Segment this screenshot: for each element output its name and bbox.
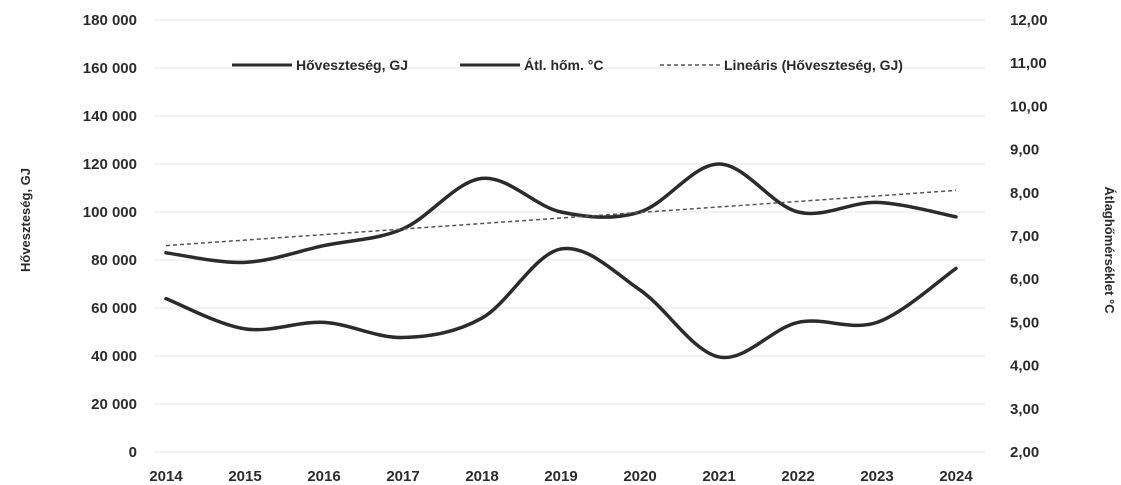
gridlines [155, 19, 985, 453]
series-line-trend [165, 189, 957, 247]
y2-tick-label: 7,00 [1010, 228, 1039, 245]
legend-label-trend: Lineáris (Hőveszteség, GJ) [724, 57, 903, 73]
x-tick-label: 2022 [781, 468, 814, 485]
x-tick-label: 2021 [702, 468, 735, 485]
y2-tick-label: 6,00 [1010, 271, 1039, 288]
y-tick-label: 120 000 [83, 156, 137, 173]
x-tick-label: 2014 [149, 468, 183, 485]
y2-tick-label: 5,00 [1010, 314, 1039, 331]
y2-tick-label: 10,00 [1010, 98, 1048, 115]
x-tick-label: 2015 [228, 468, 261, 485]
x-axis-ticks: 2014 2015 2016 2017 2018 2019 2020 2021 2022 2023… [149, 468, 973, 485]
x-tick-label: 2019 [544, 468, 577, 485]
legend: Hőveszteség, GJ Átl. hőm. °C Lineáris (H… [232, 57, 903, 73]
y2-tick-label: 8,00 [1010, 185, 1039, 202]
y-tick-label: 60 000 [91, 300, 137, 317]
y2-tick-label: 3,00 [1010, 401, 1039, 418]
y-tick-label: 20 000 [91, 396, 137, 413]
x-tick-label: 2018 [465, 468, 498, 485]
y-tick-label: 0 [129, 444, 137, 461]
y2-tick-label: 9,00 [1010, 142, 1039, 159]
series-line-avg-temp [164, 246, 958, 360]
legend-label-avg-temp: Átl. hőm. °C [524, 57, 603, 73]
y2-tick-label: 12,00 [1010, 12, 1048, 29]
y-tick-label: 40 000 [91, 348, 137, 365]
right-axis-title: Átlaghőmérséklet °C [1102, 186, 1117, 314]
x-tick-label: 2023 [860, 468, 893, 485]
y2-tick-label: 11,00 [1010, 55, 1047, 72]
right-axis-ticks: 2,00 3,00 4,00 5,00 6,00 7,00 8,00 9,00 10,00 11,… [1010, 12, 1048, 461]
series-line-heat-loss [164, 162, 958, 265]
y2-tick-label: 4,00 [1010, 358, 1039, 375]
y-tick-label: 140 000 [83, 108, 137, 125]
series-lines [164, 162, 958, 360]
left-axis-title: Hőveszteség, GJ [18, 168, 33, 272]
y-tick-label: 80 000 [91, 252, 137, 269]
legend-label-heat-loss: Hőveszteség, GJ [296, 57, 408, 73]
x-tick-label: 2020 [623, 468, 656, 485]
y2-tick-label: 2,00 [1010, 444, 1039, 461]
y-tick-label: 160 000 [83, 60, 137, 77]
left-axis-ticks: 0 20 000 40 000 60 000 80 000 100 000 120 000 1… [83, 12, 137, 461]
x-tick-label: 2024 [939, 468, 973, 485]
x-tick-label: 2017 [386, 468, 419, 485]
x-tick-label: 2016 [307, 468, 340, 485]
y-tick-label: 180 000 [83, 12, 137, 29]
y-tick-label: 100 000 [83, 204, 137, 221]
